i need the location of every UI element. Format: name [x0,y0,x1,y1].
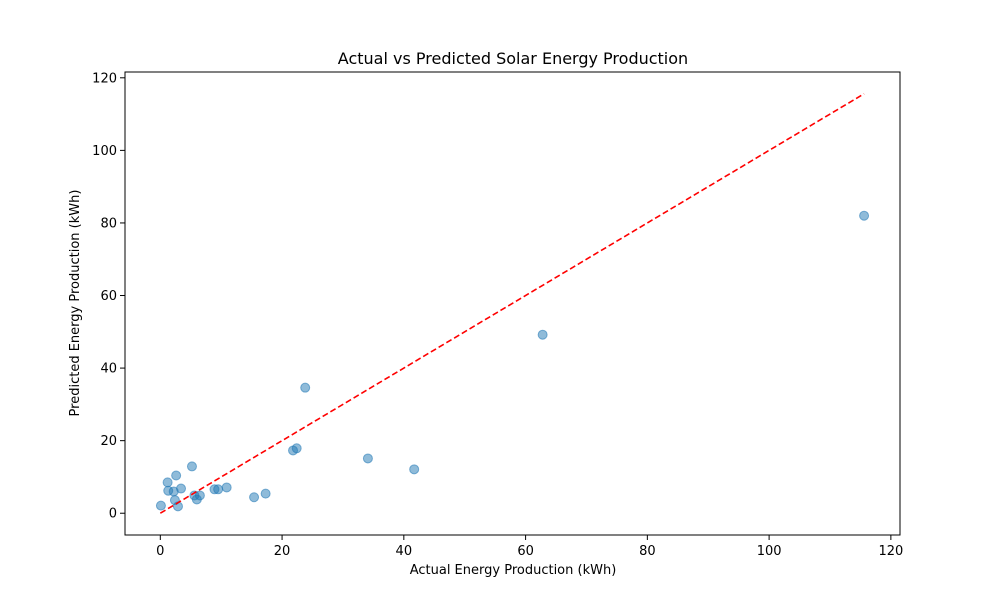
points-layer [155,210,870,512]
y-tick-label: 0 [109,507,117,522]
y-tick-label: 120 [92,71,117,86]
y-tick-label: 60 [100,289,117,304]
data-point-19 [300,382,311,393]
y-tick-label: 100 [92,144,117,159]
reference-line [159,93,865,514]
x-tick-label: 80 [639,544,656,559]
data-point-7 [176,483,187,494]
data-point-20 [362,453,373,464]
x-tick-label: 60 [517,544,534,559]
reference-line-layer [159,93,865,514]
y-axis-ticks: 0 20 40 60 80 100 120 [92,71,125,522]
x-tick-label: 40 [396,544,413,559]
chart-title: Actual vs Predicted Solar Energy Product… [338,49,688,68]
y-tick-label: 80 [100,216,117,231]
data-point-18 [291,443,302,454]
data-point-15 [249,492,260,503]
y-tick-label: 40 [100,362,117,377]
data-point-8 [186,461,197,472]
x-axis-label: Actual Energy Production (kWh) [410,563,617,578]
data-point-0 [155,500,166,511]
data-point-5 [171,470,182,481]
data-point-1 [162,477,173,488]
data-point-21 [409,464,420,475]
x-tick-label: 0 [156,544,164,559]
data-point-22 [537,329,548,340]
data-point-11 [194,490,205,501]
y-tick-label: 20 [100,434,117,449]
x-axis-ticks: 0 20 40 60 80 100 120 [156,535,903,559]
data-point-13 [213,484,224,495]
x-tick-label: 120 [878,544,903,559]
y-axis-label: Predicted Energy Production (kWh) [68,190,83,417]
data-point-14 [221,482,232,493]
plot-frame [124,71,901,536]
data-point-23 [859,210,870,221]
x-tick-label: 20 [274,544,291,559]
data-point-16 [260,488,271,499]
x-tick-label: 100 [757,544,782,559]
